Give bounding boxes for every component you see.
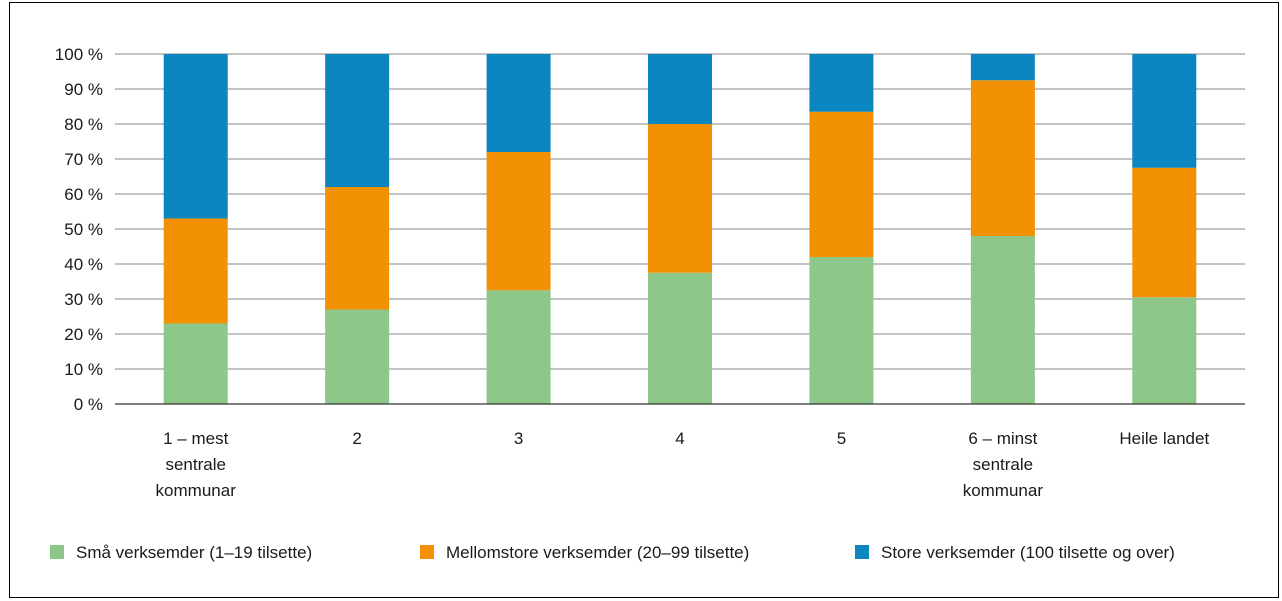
bar-segment-medium — [325, 187, 390, 310]
x-tick-label: 2 — [352, 429, 361, 448]
bar-segment-large — [809, 54, 874, 112]
x-tick-label: 1 – mest — [163, 429, 228, 448]
legend-swatch — [855, 545, 869, 559]
y-tick-label: 40 % — [64, 255, 103, 274]
bar-segment-large — [486, 54, 551, 152]
legend-label: Store verksemder (100 tilsette og over) — [881, 543, 1175, 562]
bar-segment-small — [325, 309, 390, 404]
bar-segment-small — [970, 236, 1035, 404]
y-tick-label: 0 % — [74, 395, 103, 414]
bar-segment-medium — [809, 111, 874, 257]
x-tick-label: kommunar — [156, 481, 237, 500]
y-axis-ticks: 0 % 10 % 20 % 30 % 40 % 50 % 60 % 70 % 80 % 90 % 1… — [55, 45, 103, 414]
bar-segment-medium — [970, 80, 1035, 236]
x-tick-label: sentrale — [973, 455, 1033, 474]
bar-segment-large — [163, 54, 228, 219]
y-tick-label: 90 % — [64, 80, 103, 99]
x-tick-label: 5 — [837, 429, 846, 448]
x-tick-label: Heile landet — [1119, 429, 1209, 448]
bars — [163, 54, 1197, 404]
bar-segment-small — [648, 272, 712, 404]
x-tick-label: sentrale — [165, 455, 225, 474]
bar-segment-medium — [1132, 167, 1197, 298]
y-tick-label: 30 % — [64, 290, 103, 309]
bar-segment-medium — [648, 124, 712, 273]
bar-segment-large — [325, 54, 390, 187]
y-tick-label: 100 % — [55, 45, 103, 64]
x-axis-labels: 1 – mest sentrale kommunar 2 3 4 5 6 – minst sen… — [156, 429, 1210, 500]
x-tick-label: kommunar — [963, 481, 1044, 500]
y-tick-label: 60 % — [64, 185, 103, 204]
y-tick-label: 80 % — [64, 115, 103, 134]
bar-segment-large — [970, 54, 1035, 81]
legend-swatch — [50, 545, 64, 559]
legend-label: Mellomstore verksemder (20–99 tilsette) — [446, 543, 749, 562]
bar-segment-small — [809, 257, 874, 404]
x-tick-label: 3 — [514, 429, 523, 448]
legend-label: Små verksemder (1–19 tilsette) — [76, 543, 312, 562]
legend-swatch — [420, 545, 434, 559]
y-tick-label: 50 % — [64, 220, 103, 239]
bar-segment-medium — [486, 152, 551, 291]
bar-segment-small — [1132, 297, 1197, 404]
x-tick-label: 4 — [675, 429, 684, 448]
bar-segment-large — [648, 54, 712, 124]
legend: Små verksemder (1–19 tilsette) Mellomstor… — [50, 543, 1175, 562]
bar-segment-large — [1132, 54, 1197, 168]
x-tick-label: 6 – minst — [968, 429, 1037, 448]
bar-segment-small — [486, 290, 551, 404]
bar-segment-small — [163, 323, 228, 404]
y-tick-label: 10 % — [64, 360, 103, 379]
y-tick-label: 70 % — [64, 150, 103, 169]
bar-segment-medium — [163, 218, 228, 324]
y-tick-label: 20 % — [64, 325, 103, 344]
